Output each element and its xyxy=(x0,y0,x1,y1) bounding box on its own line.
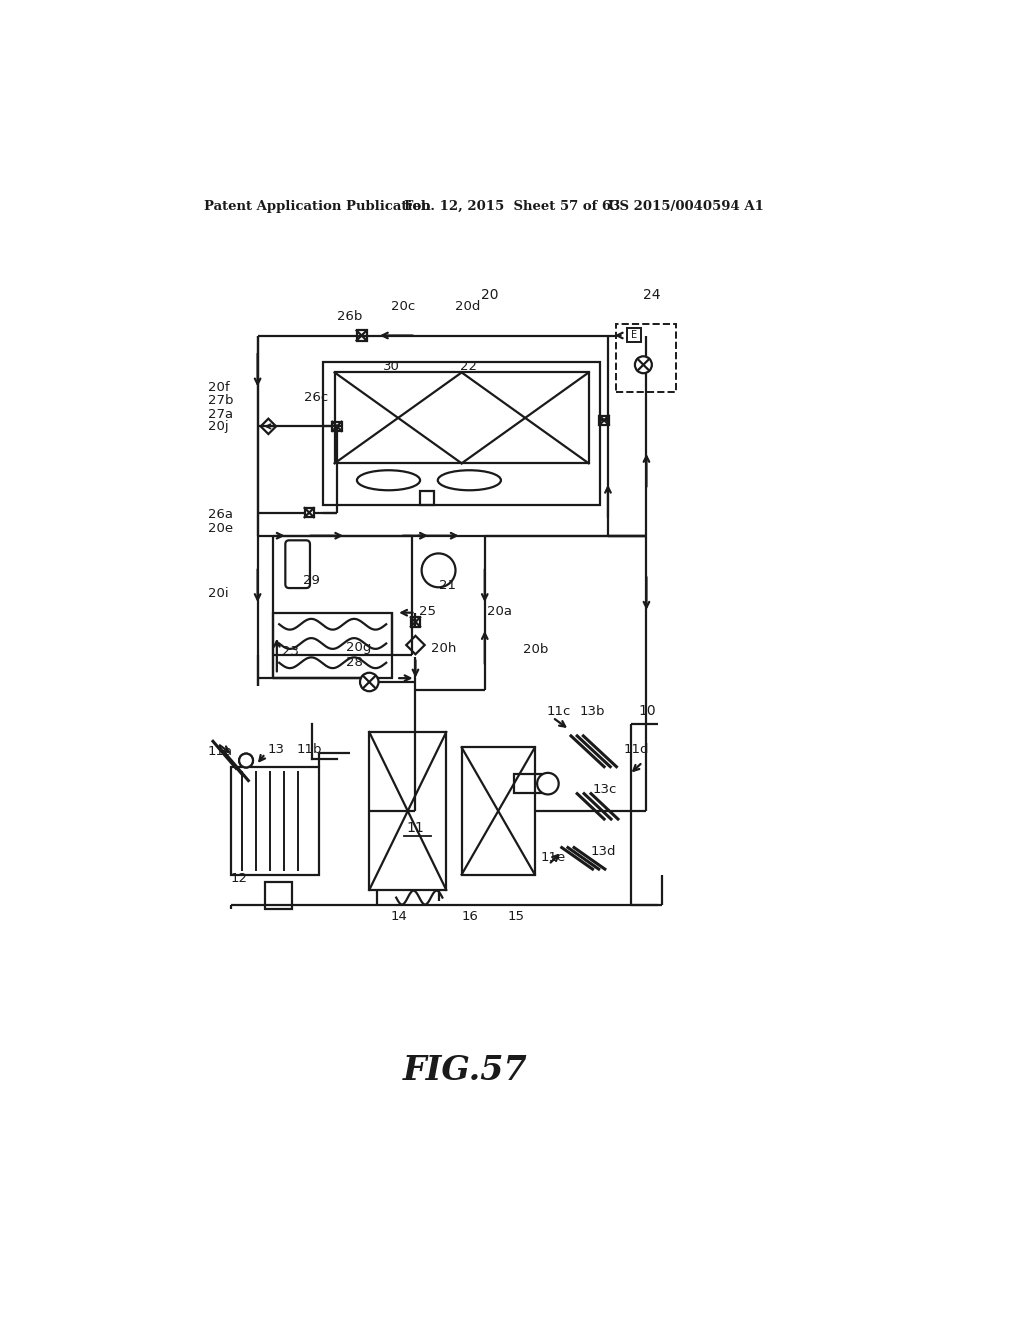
Text: 27a: 27a xyxy=(208,408,232,421)
Text: 13d: 13d xyxy=(591,845,616,858)
Text: 26c: 26c xyxy=(304,391,328,404)
Text: 13c: 13c xyxy=(593,783,616,796)
Text: 24: 24 xyxy=(643,289,660,302)
Text: 20i: 20i xyxy=(208,587,228,601)
Text: 10: 10 xyxy=(639,705,656,718)
Text: 13b: 13b xyxy=(580,705,605,718)
Text: 11e: 11e xyxy=(541,851,565,865)
Text: 25: 25 xyxy=(419,605,436,618)
Text: FIG.57: FIG.57 xyxy=(403,1055,528,1088)
Text: 20e: 20e xyxy=(208,521,232,535)
Bar xyxy=(273,612,392,678)
Text: E: E xyxy=(631,330,637,339)
Text: 21: 21 xyxy=(438,579,456,593)
Text: 20b: 20b xyxy=(523,643,549,656)
Circle shape xyxy=(538,774,559,795)
Bar xyxy=(323,363,600,506)
Circle shape xyxy=(635,356,652,374)
Text: 20h: 20h xyxy=(431,642,457,655)
Text: 11d: 11d xyxy=(624,743,649,756)
Bar xyxy=(615,323,676,392)
Text: 14: 14 xyxy=(391,911,408,924)
Ellipse shape xyxy=(357,470,420,490)
Bar xyxy=(265,882,292,909)
Text: 22: 22 xyxy=(460,360,477,372)
Bar xyxy=(304,508,313,517)
Text: 20d: 20d xyxy=(456,300,481,313)
Text: 11a: 11a xyxy=(208,744,232,758)
Circle shape xyxy=(360,673,379,692)
Circle shape xyxy=(240,754,253,767)
Text: Patent Application Publication: Patent Application Publication xyxy=(204,199,430,213)
Bar xyxy=(411,618,420,627)
Text: 20g: 20g xyxy=(346,640,372,653)
Text: 23: 23 xyxy=(283,644,299,657)
Text: 15: 15 xyxy=(508,911,525,924)
Bar xyxy=(333,422,342,430)
Bar xyxy=(599,416,608,425)
Text: 30: 30 xyxy=(383,360,400,372)
Bar xyxy=(628,327,641,342)
Bar xyxy=(370,733,446,890)
Text: 11c: 11c xyxy=(547,705,570,718)
Bar xyxy=(420,491,434,506)
Text: US 2015/0040594 A1: US 2015/0040594 A1 xyxy=(608,199,764,213)
Text: 26a: 26a xyxy=(208,508,232,520)
Text: 29: 29 xyxy=(303,574,319,587)
Ellipse shape xyxy=(438,470,501,490)
Text: 20: 20 xyxy=(481,289,499,302)
Text: 13: 13 xyxy=(267,743,285,756)
Text: 20j: 20j xyxy=(208,420,228,433)
Text: 11: 11 xyxy=(407,821,424,836)
Text: 26b: 26b xyxy=(337,310,362,323)
Bar xyxy=(335,372,589,463)
Text: 11b: 11b xyxy=(296,743,322,756)
Text: 12: 12 xyxy=(230,871,248,884)
FancyBboxPatch shape xyxy=(286,540,310,589)
Circle shape xyxy=(422,553,456,587)
Text: 20f: 20f xyxy=(208,381,229,395)
Bar xyxy=(514,775,548,793)
Bar xyxy=(230,767,319,875)
Text: 16: 16 xyxy=(462,911,478,924)
Text: 28: 28 xyxy=(346,656,364,669)
Text: 27b: 27b xyxy=(208,395,233,408)
Bar xyxy=(462,747,535,875)
Text: 20c: 20c xyxy=(391,300,415,313)
Bar xyxy=(356,330,367,341)
Circle shape xyxy=(240,754,253,767)
Text: 20a: 20a xyxy=(487,605,512,618)
Text: Feb. 12, 2015  Sheet 57 of 63: Feb. 12, 2015 Sheet 57 of 63 xyxy=(403,199,621,213)
